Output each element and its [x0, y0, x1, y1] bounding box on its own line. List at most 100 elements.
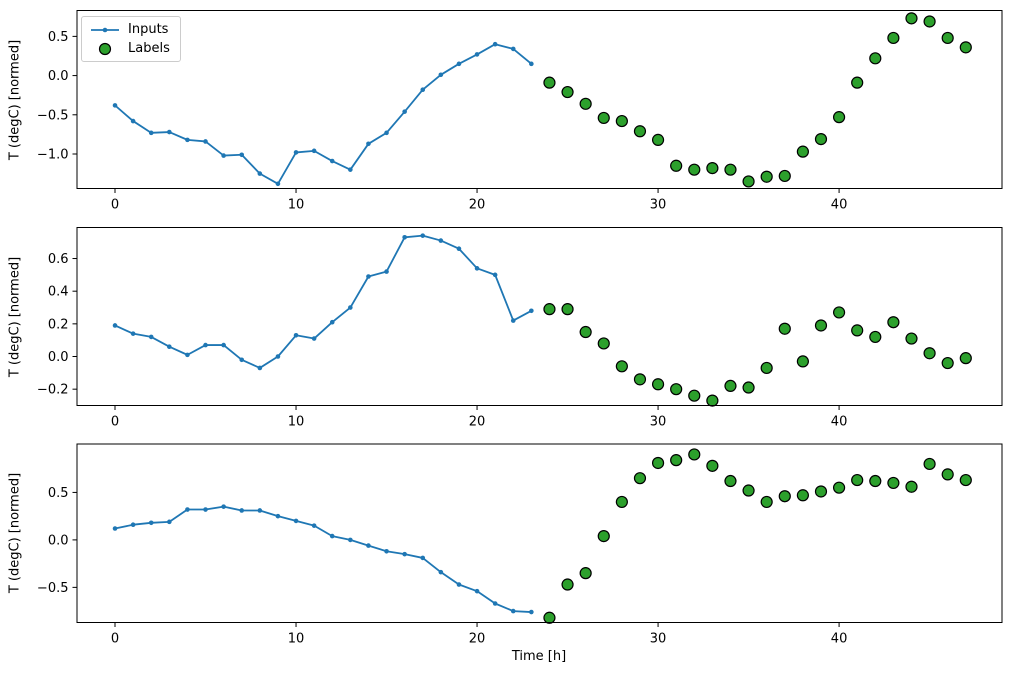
labels-point	[760, 170, 773, 183]
labels-point	[796, 355, 809, 368]
labels-point	[869, 52, 882, 65]
labels-point	[597, 337, 610, 350]
inputs-point	[257, 365, 263, 371]
inputs-point	[311, 336, 317, 341]
inputs-point	[510, 608, 516, 614]
labels-point	[851, 473, 864, 487]
x-tick-label: 10	[288, 198, 305, 213]
labels-point	[778, 322, 791, 335]
x-tick-label: 10	[288, 415, 305, 430]
inputs-point	[366, 274, 371, 279]
inputs-point	[203, 507, 208, 512]
inputs-point	[167, 519, 172, 525]
axes-spines	[76, 227, 1003, 406]
x-tick-label: 40	[831, 632, 848, 647]
labels-point	[796, 489, 809, 502]
inputs-point	[185, 352, 190, 358]
y-axis-label-subplot-1: T (degC) [normed]	[7, 39, 23, 160]
labels-point	[579, 567, 592, 580]
x-tick-label: 20	[469, 198, 486, 213]
inputs-point	[112, 103, 118, 108]
inputs-point	[510, 46, 516, 52]
labels-point	[796, 145, 809, 158]
labels-point	[941, 31, 954, 45]
inputs-point	[130, 522, 136, 528]
inputs-point	[112, 323, 118, 328]
labels-point	[959, 41, 972, 54]
labels-point	[688, 389, 701, 402]
inputs-point	[239, 152, 245, 158]
inputs-point	[529, 308, 534, 314]
labels-point	[724, 163, 737, 176]
labels-point	[869, 474, 882, 488]
axes-spines	[76, 443, 1003, 623]
inputs-line	[114, 505, 532, 613]
inputs-point	[474, 266, 480, 271]
inputs-point	[348, 167, 353, 172]
inputs-point	[402, 551, 407, 557]
labels-point	[597, 111, 610, 125]
inputs-point	[402, 234, 407, 240]
inputs-point	[311, 523, 317, 528]
labels-point	[851, 76, 864, 89]
labels-point	[959, 352, 972, 365]
y-tick-label: 0.6	[48, 252, 69, 267]
y-tick-label: −0.5	[37, 108, 69, 123]
labels-point	[923, 15, 936, 28]
y-tick-label: 0.4	[48, 285, 69, 300]
x-tick-label: 30	[650, 632, 667, 647]
labels-point	[778, 169, 791, 183]
inputs-point	[420, 555, 426, 561]
labels-point	[778, 490, 791, 503]
y-tick-label: 0.0	[48, 69, 69, 84]
x-tick-label: 0	[111, 198, 119, 213]
labels-point	[941, 468, 954, 481]
inputs-point	[293, 518, 299, 524]
inputs-point	[384, 269, 389, 274]
legend-label-inputs: Inputs	[128, 22, 169, 37]
inputs-point	[510, 318, 516, 323]
inputs-point	[185, 137, 190, 143]
inputs-point	[239, 357, 245, 363]
inputs-point	[148, 334, 154, 340]
labels-point	[814, 485, 828, 498]
inputs-point	[329, 158, 335, 164]
labels-point	[561, 85, 574, 99]
labels-point	[579, 325, 592, 339]
labels-point	[706, 394, 719, 407]
y-tick-label: 0.5	[48, 486, 69, 501]
labels-dot-icon	[98, 42, 112, 55]
inputs-point	[348, 537, 353, 543]
labels-point	[615, 495, 628, 509]
y-tick-label: 0.2	[48, 317, 69, 332]
inputs-point	[167, 344, 172, 350]
labels-point	[760, 361, 773, 375]
x-tick-label: 20	[469, 415, 486, 430]
y-tick-label: 0.0	[48, 350, 69, 365]
x-tick-label: 30	[650, 198, 667, 213]
labels-point	[670, 454, 683, 467]
inputs-point	[257, 508, 263, 513]
inputs-point	[257, 171, 263, 176]
legend-label-labels: Labels	[128, 41, 170, 56]
subplot-3: 0 10 20 30 40 0.5 0.0 −0.5	[37, 443, 1003, 647]
inputs-point	[148, 130, 154, 136]
inputs-point	[203, 342, 208, 348]
labels-point	[832, 306, 846, 319]
inputs-point	[221, 504, 226, 509]
labels-point	[869, 330, 882, 344]
inputs-point	[474, 52, 480, 57]
inputs-point	[438, 238, 444, 243]
labels-point	[923, 347, 936, 360]
inputs-point	[148, 520, 154, 526]
labels-point	[905, 480, 918, 493]
labels-point	[543, 76, 556, 89]
labels-point	[724, 474, 737, 488]
inputs-point	[275, 513, 281, 519]
y-axis-label-subplot-3: T (degC) [normed]	[7, 472, 23, 594]
inputs-point	[456, 246, 462, 252]
inputs-point	[130, 331, 136, 336]
inputs-point	[366, 141, 371, 147]
